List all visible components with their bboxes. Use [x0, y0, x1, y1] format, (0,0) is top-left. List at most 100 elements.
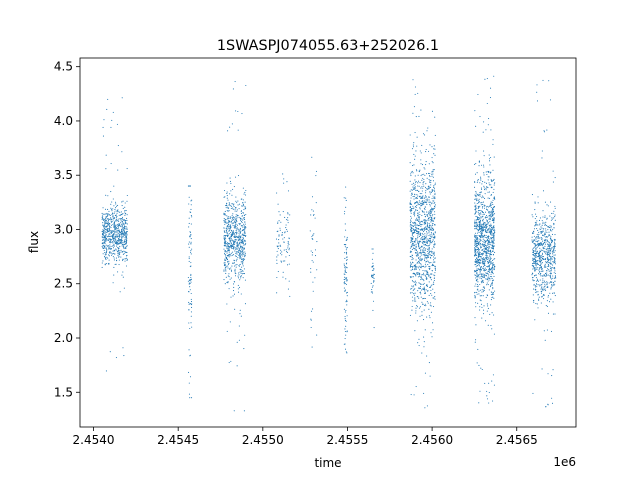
data-point [417, 174, 419, 176]
data-point [543, 235, 545, 237]
data-point [482, 215, 484, 217]
data-point [480, 187, 483, 189]
data-point [411, 193, 413, 195]
data-point [427, 219, 429, 221]
data-point [412, 165, 414, 167]
data-point [242, 252, 244, 254]
data-point [479, 262, 481, 264]
data-point [343, 213, 346, 215]
data-point [109, 240, 111, 243]
data-point [492, 273, 494, 275]
data-point [427, 198, 429, 200]
data-point [276, 292, 278, 294]
data-point [547, 248, 549, 250]
data-point [480, 228, 482, 230]
data-point [430, 212, 432, 214]
data-point [432, 170, 434, 172]
data-point [482, 260, 484, 262]
data-point [225, 272, 227, 275]
data-point [112, 217, 114, 219]
data-point [477, 93, 479, 96]
data-point [190, 251, 192, 253]
data-point [489, 217, 491, 219]
data-point [428, 172, 430, 175]
data-point [474, 252, 476, 254]
data-point [188, 196, 190, 198]
data-point [231, 123, 233, 125]
data-point [284, 232, 286, 234]
data-point [549, 228, 551, 231]
data-point [238, 325, 240, 327]
data-point [280, 260, 282, 262]
data-point [480, 281, 482, 283]
data-point [432, 169, 434, 171]
data-point [283, 237, 285, 239]
data-point [345, 277, 347, 279]
data-point [311, 236, 313, 238]
data-point [476, 172, 478, 174]
data-point [487, 231, 489, 233]
data-point [224, 213, 226, 215]
data-point [434, 275, 436, 277]
data-point [227, 226, 230, 228]
data-point [236, 258, 238, 260]
data-point [416, 217, 418, 219]
data-point [420, 220, 422, 223]
data-point [537, 280, 539, 282]
data-point [371, 291, 373, 293]
data-point [430, 289, 432, 291]
data-point [244, 230, 246, 232]
data-point [239, 279, 241, 281]
data-point [493, 269, 495, 271]
data-point [535, 213, 537, 215]
data-point [425, 211, 428, 213]
data-point [475, 236, 477, 238]
data-point [240, 255, 242, 257]
data-point [476, 291, 478, 294]
data-point [103, 119, 105, 121]
data-point [409, 314, 412, 316]
data-point [553, 238, 555, 240]
data-point [429, 268, 431, 270]
data-point [532, 259, 535, 261]
data-point [483, 239, 485, 241]
data-point [113, 230, 115, 232]
data-point [534, 224, 536, 226]
data-point [554, 216, 556, 218]
data-point [480, 179, 482, 181]
data-point [423, 286, 425, 288]
data-point [485, 272, 487, 274]
data-point [232, 188, 234, 190]
data-point [480, 164, 483, 166]
data-point [417, 180, 420, 182]
data-point [103, 226, 105, 228]
data-point [423, 274, 425, 276]
data-point [543, 274, 545, 276]
data-point [474, 219, 476, 221]
data-point [493, 214, 495, 216]
data-point [424, 208, 426, 210]
data-point [428, 163, 430, 165]
data-point [239, 250, 241, 252]
data-point [480, 176, 482, 178]
data-point [120, 218, 122, 220]
data-point [229, 224, 232, 226]
data-point [412, 243, 414, 245]
data-point [493, 219, 495, 221]
data-point [223, 279, 225, 281]
data-point [553, 272, 555, 274]
data-point [550, 269, 552, 271]
data-point [536, 252, 538, 254]
data-point [234, 217, 236, 219]
data-point [121, 228, 123, 230]
data-point [545, 230, 547, 232]
data-point [410, 230, 412, 232]
data-point [111, 210, 113, 212]
data-point [546, 239, 548, 241]
data-point [235, 266, 237, 268]
data-point [421, 236, 423, 238]
data-point [491, 264, 494, 266]
data-point [422, 183, 424, 185]
data-point [107, 214, 109, 216]
data-point [233, 410, 235, 412]
